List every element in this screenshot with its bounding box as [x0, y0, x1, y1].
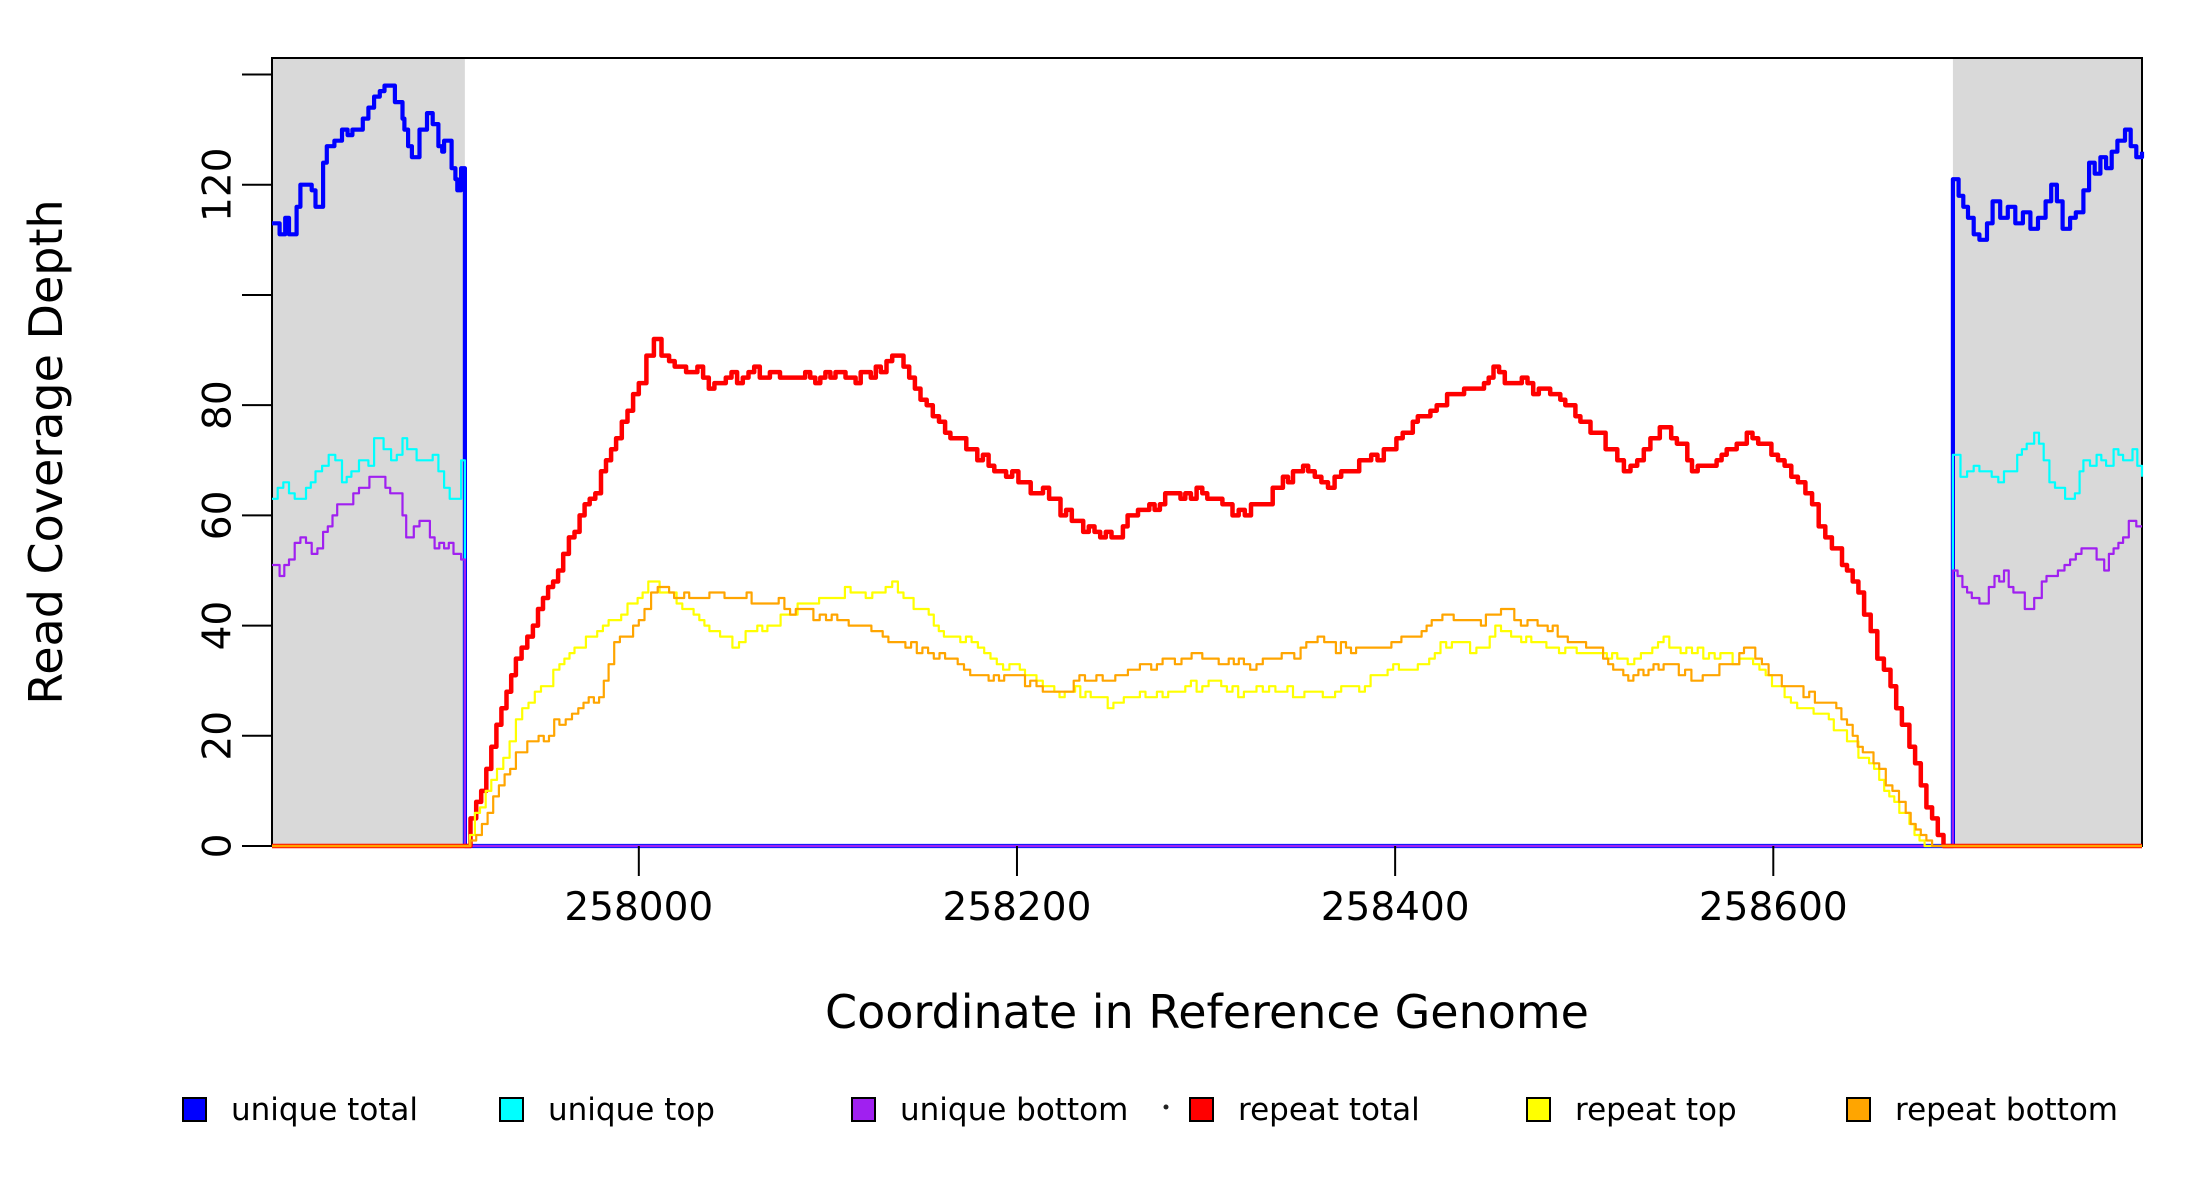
series-lines-layer: [272, 83, 2145, 849]
legend-swatch-repeat-bottom: [1846, 1097, 1871, 1122]
plot-border-box: [271, 57, 2143, 847]
y-tick-label-20: 20: [196, 711, 241, 761]
y-tick-label-80: 80: [196, 380, 241, 430]
legend-swatch-unique-bottom: [851, 1097, 876, 1122]
legend-item-repeat-top: repeat top: [1526, 1092, 1737, 1128]
legend-swatch-unique-total: [182, 1097, 207, 1122]
series-line-repeat-bottom: [272, 585, 2142, 848]
legend-label-repeat-total: repeat total: [1238, 1092, 1420, 1128]
x-tick-label-258400: 258400: [1321, 885, 1470, 930]
shaded-regions-layer: [272, 58, 2142, 846]
legend-swatch-repeat-total: [1189, 1097, 1214, 1122]
x-tick-label-258000: 258000: [564, 885, 713, 930]
legend-label-repeat-top: repeat top: [1575, 1092, 1737, 1128]
legend-label-repeat-bottom: repeat bottom: [1895, 1092, 2118, 1128]
legend-stray-dot: [1163, 1104, 1169, 1110]
shaded-region-unique-flank-right: [1952, 58, 2142, 846]
shaded-region-unique-flank-left: [272, 58, 465, 846]
legend-label-unique-bottom: unique bottom: [900, 1092, 1128, 1128]
y-tick-label-120: 120: [196, 148, 241, 222]
legend-label-unique-total: unique total: [231, 1092, 418, 1128]
y-axis-title: Read Coverage Depth: [19, 199, 73, 704]
x-tick-label-258600: 258600: [1699, 885, 1848, 930]
legend-swatch-unique-top: [499, 1097, 524, 1122]
legend: unique total unique top unique bottom repea…: [182, 1092, 2118, 1128]
y-tick-label-0: 0: [196, 834, 241, 859]
legend-item-unique-total: unique total: [182, 1092, 418, 1128]
legend-item-repeat-bottom: repeat bottom: [1846, 1092, 2118, 1128]
series-line-repeat-top: [272, 580, 2142, 848]
series-line-unique-bottom: [272, 475, 2142, 848]
legend-item-unique-bottom: unique bottom: [851, 1092, 1128, 1128]
x-axis-title: Coordinate in Reference Genome: [825, 985, 1589, 1039]
legend-item-unique-top: unique top: [499, 1092, 715, 1128]
legend-item-repeat-total: repeat total: [1189, 1092, 1420, 1128]
series-line-unique-total: [272, 83, 2145, 849]
legend-label-unique-top: unique top: [548, 1092, 715, 1128]
legend-swatch-repeat-top: [1526, 1097, 1551, 1122]
series-line-repeat-total: [272, 336, 2142, 849]
plot-box-layer: [271, 57, 2143, 847]
y-tick-label-40: 40: [196, 601, 241, 651]
x-tick-label-258200: 258200: [943, 885, 1092, 930]
y-tick-label-60: 60: [196, 491, 241, 541]
axes-ticks-layer: 258000 258200 258400 258600 0 20 40 60 80 120: [196, 73, 1848, 930]
